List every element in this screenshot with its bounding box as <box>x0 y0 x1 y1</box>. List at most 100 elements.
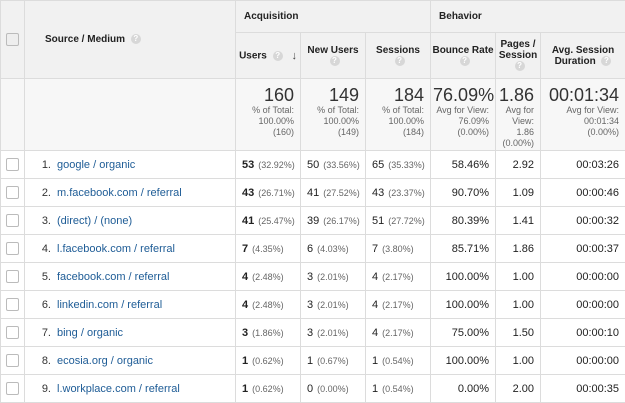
pages-session-cell: 1.50 <box>496 319 541 347</box>
pages-session-column-label: Pages / Session <box>499 39 537 61</box>
users-value: 1 <box>242 355 248 367</box>
new-users-column-header[interactable]: New Users ? <box>301 33 366 79</box>
sessions-cell: 7(3.80%) <box>366 235 431 263</box>
total-pages-session-l2: View: <box>498 116 534 127</box>
source-medium-link[interactable]: ecosia.org / organic <box>57 355 153 367</box>
total-pages-session: 1.86 Avg for View: 1.86 (0.00%) <box>496 79 541 151</box>
sessions-value: 7 <box>372 243 378 255</box>
help-icon[interactable]: ? <box>460 56 470 66</box>
help-icon[interactable]: ? <box>330 56 340 66</box>
help-icon[interactable]: ? <box>273 51 283 61</box>
sessions-cell: 1(0.54%) <box>366 347 431 375</box>
row-checkbox[interactable] <box>6 326 19 339</box>
total-pages-session-l1: Avg for <box>498 105 534 116</box>
pages-session-cell: 2.92 <box>496 151 541 179</box>
source-medium-cell: 6.linkedin.com / referral <box>25 291 236 319</box>
pages-session-cell: 2.00 <box>496 375 541 403</box>
source-medium-link[interactable]: google / organic <box>57 159 135 171</box>
new-users-percent: (26.17%) <box>323 216 360 226</box>
new-users-value: 6 <box>307 243 313 255</box>
new-users-value: 3 <box>307 299 313 311</box>
table-row: 7.bing / organic 3(1.86%) 3(2.01%) 4(2.1… <box>1 319 625 347</box>
help-icon[interactable]: ? <box>601 56 611 66</box>
source-medium-label: Source / Medium <box>45 34 125 45</box>
row-checkbox[interactable] <box>6 158 19 171</box>
totals-empty-cell <box>1 79 25 151</box>
new-users-value: 41 <box>307 187 319 199</box>
bounce-rate-column-header[interactable]: Bounce Rate ? <box>431 33 496 79</box>
sessions-cell: 4(2.17%) <box>366 263 431 291</box>
total-bounce-rate-value: 76.09% <box>433 85 489 105</box>
row-checkbox[interactable] <box>6 242 19 255</box>
row-checkbox-cell <box>1 263 25 291</box>
sort-descending-icon[interactable]: ↓ <box>291 50 297 62</box>
pages-session-cell: 1.00 <box>496 291 541 319</box>
total-sessions-value: 184 <box>368 85 424 105</box>
totals-row: 160 % of Total: 100.00% (160) 149 % of T… <box>1 79 625 151</box>
help-icon[interactable]: ? <box>515 61 525 71</box>
sessions-percent: (0.54%) <box>382 384 414 394</box>
total-sessions: 184 % of Total: 100.00% (184) <box>366 79 431 151</box>
users-percent: (32.92%) <box>258 160 295 170</box>
users-value: 4 <box>242 299 248 311</box>
row-checkbox[interactable] <box>6 382 19 395</box>
help-icon[interactable]: ? <box>395 56 405 66</box>
total-users-l1: % of Total: <box>238 105 294 116</box>
new-users-cell: 39(26.17%) <box>301 207 366 235</box>
source-medium-cell: 2. m.facebook.com / referral <box>25 179 236 207</box>
total-avg-session-duration: 00:01:34 Avg for View: 00:01:34 (0.00%) <box>541 79 625 151</box>
new-users-value: 1 <box>307 355 313 367</box>
acquisition-group-header: Acquisition <box>236 1 431 33</box>
source-medium-link[interactable]: bing / organic <box>57 327 123 339</box>
new-users-value: 0 <box>307 383 313 395</box>
source-medium-link[interactable]: l.workplace.com / referral <box>57 383 180 395</box>
row-index: 2. <box>31 187 51 199</box>
users-value: 43 <box>242 187 254 199</box>
avg-session-duration-cell: 00:03:26 <box>541 151 625 179</box>
source-medium-header[interactable]: Source / Medium ? <box>25 1 236 79</box>
new-users-percent: (2.01%) <box>317 272 349 282</box>
sessions-cell: 1 (0.54%) <box>366 375 431 403</box>
sessions-value: 4 <box>372 327 378 339</box>
sessions-value: 65 <box>372 159 384 171</box>
avg-session-duration-column-header[interactable]: Avg. Session Duration ? <box>541 33 625 79</box>
source-medium-link[interactable]: m.facebook.com / referral <box>57 187 182 199</box>
table-row: 1.google / organic 53(32.92%) 50(33.56%)… <box>1 151 625 179</box>
row-checkbox[interactable] <box>6 270 19 283</box>
row-checkbox[interactable] <box>6 186 19 199</box>
avg-session-duration-cell: 00:00:00 <box>541 263 625 291</box>
sessions-percent: (23.37%) <box>388 188 425 198</box>
source-medium-link[interactable]: (direct) / (none) <box>57 215 132 227</box>
users-column-header[interactable]: Users ? ↓ <box>236 33 301 79</box>
total-users-value: 160 <box>238 85 294 105</box>
source-medium-link[interactable]: linkedin.com / referral <box>57 299 162 311</box>
avg-session-duration-cell: 00:00:00 <box>541 347 625 375</box>
sessions-value: 1 <box>372 383 378 395</box>
new-users-percent: (4.03%) <box>317 244 349 254</box>
row-checkbox[interactable] <box>6 214 19 227</box>
row-checkbox[interactable] <box>6 298 19 311</box>
row-checkbox[interactable] <box>6 354 19 367</box>
row-checkbox-cell <box>1 179 25 207</box>
new-users-cell: 3(2.01%) <box>301 263 366 291</box>
users-value: 4 <box>242 271 248 283</box>
source-medium-cell: 3.(direct) / (none) <box>25 207 236 235</box>
help-icon[interactable]: ? <box>131 34 141 44</box>
new-users-cell: 50(33.56%) <box>301 151 366 179</box>
pages-session-cell: 1.00 <box>496 263 541 291</box>
source-medium-link[interactable]: facebook.com / referral <box>57 271 170 283</box>
sessions-cell: 4(2.17%) <box>366 291 431 319</box>
sessions-percent: (2.17%) <box>382 328 414 338</box>
total-avg-session-duration-l1: Avg for View: <box>543 105 619 116</box>
select-all-checkbox[interactable] <box>6 33 19 46</box>
table-row: 9.l.workplace.com / referral 1(0.62%) 0(… <box>1 375 625 403</box>
source-medium-link[interactable]: l.facebook.com / referral <box>57 243 175 255</box>
source-medium-cell: 8.ecosia.org / organic <box>25 347 236 375</box>
pages-session-column-header[interactable]: Pages / Session ? <box>496 33 541 79</box>
sessions-column-header[interactable]: Sessions ? <box>366 33 431 79</box>
users-percent: (26.71%) <box>258 188 295 198</box>
total-pages-session-value: 1.86 <box>498 85 534 105</box>
sessions-value: 51 <box>372 215 384 227</box>
bounce-rate-cell: 75.00% <box>431 319 496 347</box>
